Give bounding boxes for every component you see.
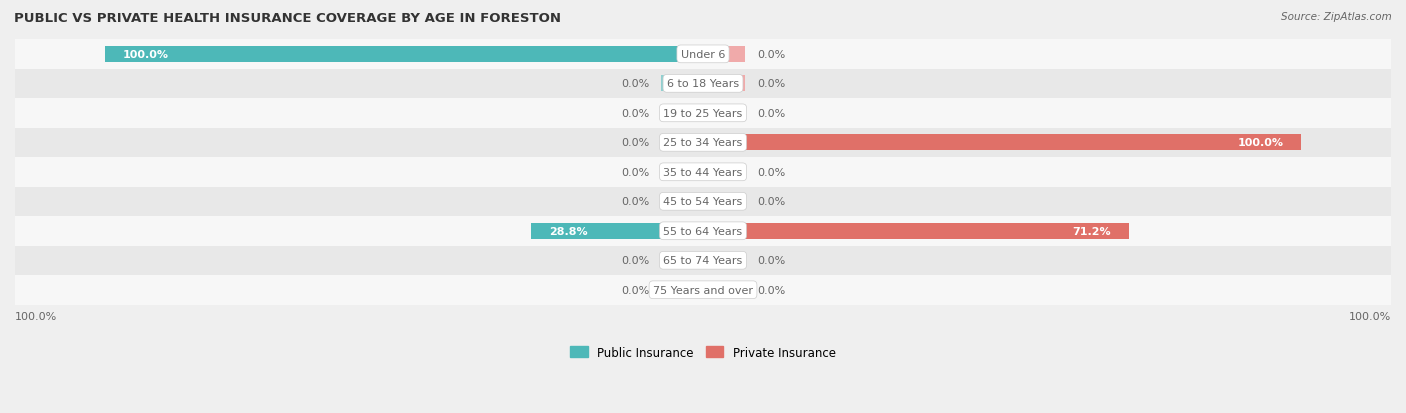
Text: 0.0%: 0.0% [756,285,785,295]
Bar [15,275,1391,305]
Text: Source: ZipAtlas.com: Source: ZipAtlas.com [1281,12,1392,22]
Text: 0.0%: 0.0% [756,256,785,266]
Text: 0.0%: 0.0% [756,197,785,207]
Text: 0.0%: 0.0% [756,79,785,89]
Text: 0.0%: 0.0% [621,138,650,148]
Bar [703,223,1129,239]
Text: 6 to 18 Years: 6 to 18 Years [666,79,740,89]
Text: 65 to 74 Years: 65 to 74 Years [664,256,742,266]
Text: 28.8%: 28.8% [548,226,588,236]
Text: Under 6: Under 6 [681,50,725,60]
Legend: Public Insurance, Private Insurance: Public Insurance, Private Insurance [565,341,841,363]
Bar [661,164,703,180]
Text: 75 Years and over: 75 Years and over [652,285,754,295]
Bar [703,135,1302,151]
Text: 100.0%: 100.0% [1237,138,1284,148]
Text: 0.0%: 0.0% [621,79,650,89]
Bar [15,40,1391,69]
Bar [15,69,1391,99]
Text: 0.0%: 0.0% [756,167,785,178]
Text: 45 to 54 Years: 45 to 54 Years [664,197,742,207]
Bar [661,194,703,210]
Text: 0.0%: 0.0% [621,167,650,178]
Bar [703,47,745,63]
Bar [661,76,703,92]
Bar [703,194,745,210]
Text: 35 to 44 Years: 35 to 44 Years [664,167,742,178]
Bar [661,282,703,298]
Text: 55 to 64 Years: 55 to 64 Years [664,226,742,236]
Bar [703,76,745,92]
Text: 0.0%: 0.0% [621,285,650,295]
Bar [703,282,745,298]
Bar [15,246,1391,275]
Text: PUBLIC VS PRIVATE HEALTH INSURANCE COVERAGE BY AGE IN FORESTON: PUBLIC VS PRIVATE HEALTH INSURANCE COVER… [14,12,561,25]
Text: 100.0%: 100.0% [1348,311,1391,321]
Bar [703,253,745,269]
Text: 25 to 34 Years: 25 to 34 Years [664,138,742,148]
Bar [530,223,703,239]
Bar [661,135,703,151]
Bar [15,187,1391,216]
Text: 0.0%: 0.0% [756,109,785,119]
Bar [15,158,1391,187]
Bar [703,105,745,122]
Text: 0.0%: 0.0% [621,109,650,119]
Text: 19 to 25 Years: 19 to 25 Years [664,109,742,119]
Bar [15,216,1391,246]
Text: 100.0%: 100.0% [15,311,58,321]
Bar [104,47,703,63]
Text: 0.0%: 0.0% [756,50,785,60]
Bar [15,128,1391,158]
Text: 0.0%: 0.0% [621,197,650,207]
Text: 100.0%: 100.0% [122,50,169,60]
Text: 71.2%: 71.2% [1073,226,1111,236]
Bar [661,105,703,122]
Text: 0.0%: 0.0% [621,256,650,266]
Bar [661,253,703,269]
Bar [703,164,745,180]
Bar [15,99,1391,128]
